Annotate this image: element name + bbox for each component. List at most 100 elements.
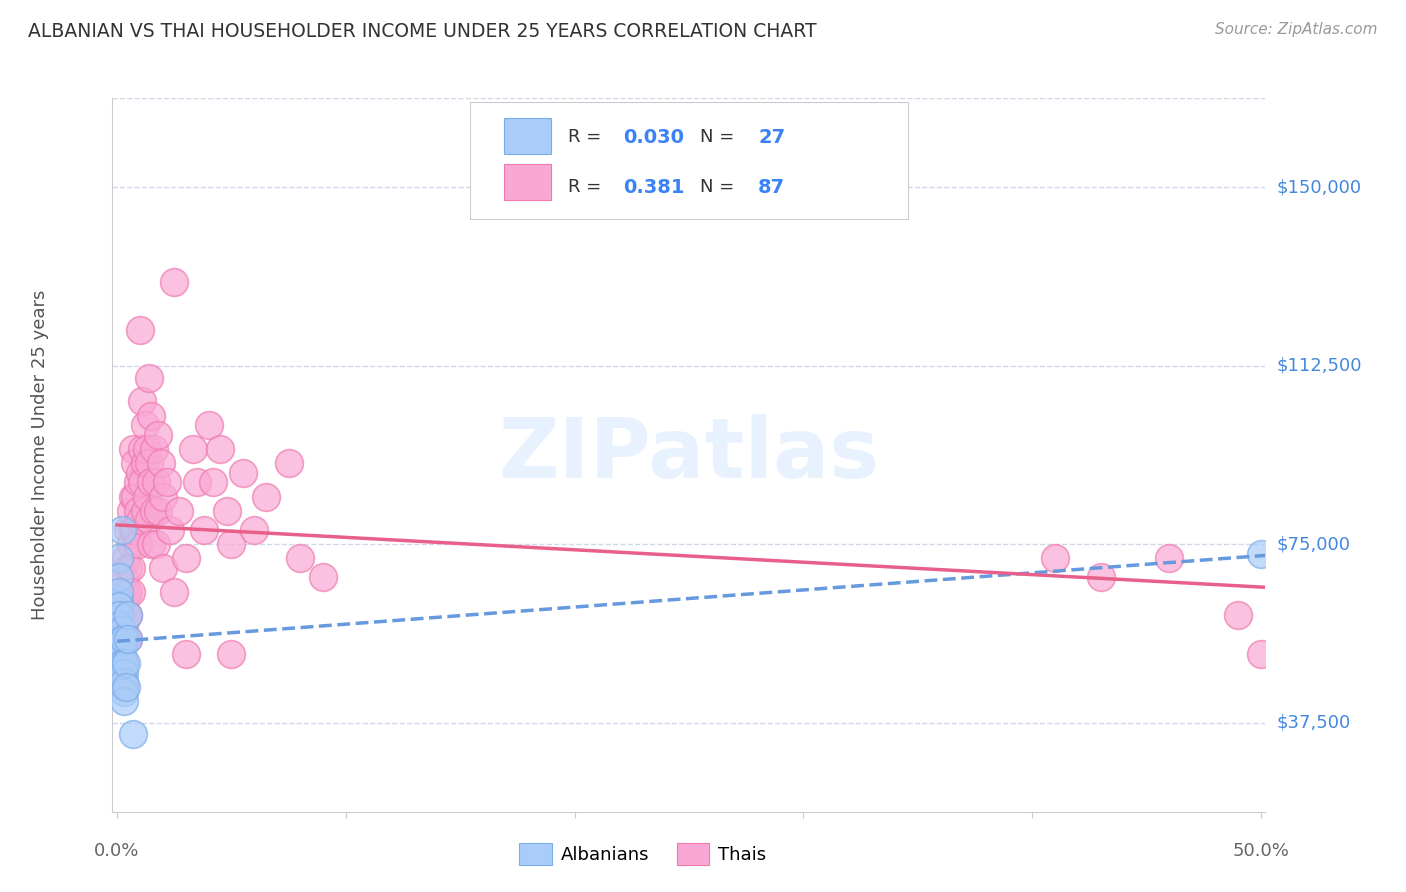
Point (112, 618, 135, 632)
Point (174, 551, 197, 566)
Point (141, 409, 163, 423)
Point (202, 475, 225, 490)
Point (156, 475, 179, 490)
Point (122, 490, 145, 504)
Point (163, 584, 186, 599)
Text: $75,000: $75,000 (1277, 535, 1351, 553)
Text: 50.0%: 50.0% (1233, 842, 1289, 860)
Point (108, 551, 131, 566)
Point (312, 570, 335, 584)
Point (1226, 608, 1249, 623)
Point (112, 680, 135, 694)
Point (215, 504, 238, 518)
Point (1250, 547, 1272, 561)
Text: $112,500: $112,500 (1277, 357, 1362, 375)
Point (127, 504, 149, 518)
Point (115, 608, 138, 623)
Point (135, 442, 157, 456)
Point (111, 632, 134, 647)
Point (117, 561, 139, 575)
Point (111, 656, 134, 670)
Point (221, 647, 243, 661)
Point (232, 466, 254, 480)
Point (1159, 551, 1181, 566)
FancyBboxPatch shape (505, 164, 551, 200)
Text: Householder Income Under 25 years: Householder Income Under 25 years (31, 290, 49, 620)
Point (159, 523, 181, 537)
Point (111, 665, 134, 680)
Point (115, 680, 138, 694)
Point (167, 504, 190, 518)
Point (142, 442, 165, 456)
Point (111, 665, 134, 680)
Point (1250, 647, 1272, 661)
Point (117, 584, 139, 599)
Point (108, 599, 131, 613)
Text: $150,000: $150,000 (1277, 178, 1361, 196)
Point (148, 427, 170, 442)
Point (129, 466, 152, 480)
FancyBboxPatch shape (470, 102, 908, 219)
Point (127, 537, 149, 551)
Point (208, 442, 231, 456)
Point (120, 584, 142, 599)
Point (112, 656, 135, 670)
Point (197, 418, 219, 433)
Point (145, 537, 167, 551)
Point (112, 675, 135, 690)
Point (243, 523, 266, 537)
Point (124, 456, 146, 470)
Text: N =: N = (700, 128, 741, 146)
Point (131, 475, 153, 490)
Point (122, 442, 145, 456)
Point (163, 276, 186, 290)
Point (174, 647, 197, 661)
Point (111, 523, 134, 537)
Text: Source: ZipAtlas.com: Source: ZipAtlas.com (1215, 22, 1378, 37)
Point (138, 513, 160, 527)
Point (141, 537, 163, 551)
Point (111, 637, 134, 651)
Point (115, 656, 138, 670)
Legend: Albanians, Thais: Albanians, Thais (510, 834, 775, 874)
Point (111, 623, 134, 637)
Point (135, 490, 157, 504)
Point (254, 490, 277, 504)
Point (138, 370, 160, 384)
Point (112, 632, 135, 647)
Point (117, 632, 139, 647)
Point (152, 561, 174, 575)
Point (112, 570, 135, 584)
Point (127, 475, 149, 490)
Point (112, 694, 135, 708)
Text: ZIPatlas: ZIPatlas (499, 415, 879, 495)
Point (112, 684, 135, 698)
Point (111, 647, 134, 661)
Point (134, 418, 156, 433)
Point (134, 456, 156, 470)
Point (115, 551, 138, 566)
Point (112, 665, 135, 680)
Point (145, 475, 167, 490)
Point (141, 475, 163, 490)
Point (131, 394, 153, 409)
Point (120, 561, 142, 575)
Point (124, 523, 146, 537)
Point (108, 618, 131, 632)
Point (111, 608, 134, 623)
Text: ALBANIAN VS THAI HOUSEHOLDER INCOME UNDER 25 YEARS CORRELATION CHART: ALBANIAN VS THAI HOUSEHOLDER INCOME UNDE… (28, 22, 817, 41)
Text: R =: R = (568, 178, 613, 196)
Text: 87: 87 (758, 178, 785, 197)
Point (115, 584, 138, 599)
Point (120, 537, 142, 551)
Point (108, 599, 131, 613)
Point (108, 570, 131, 584)
Point (149, 456, 172, 470)
Point (120, 504, 142, 518)
Point (117, 608, 139, 623)
Point (193, 523, 215, 537)
Point (122, 523, 145, 537)
Point (108, 594, 131, 608)
Text: $37,500: $37,500 (1277, 714, 1351, 731)
Text: N =: N = (700, 178, 741, 196)
